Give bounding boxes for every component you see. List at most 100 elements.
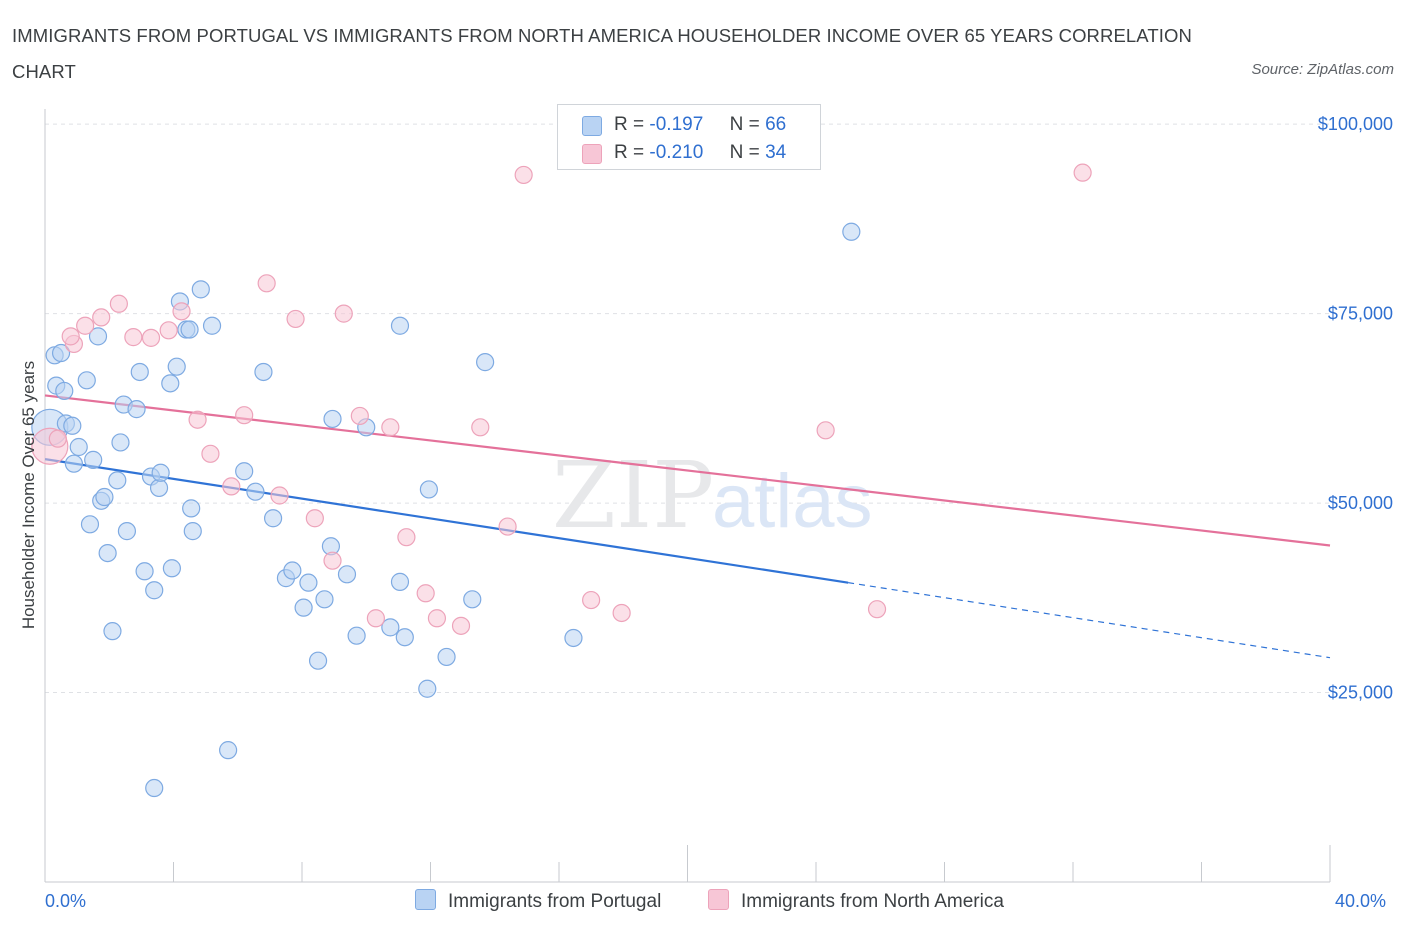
axes (44, 109, 1331, 883)
point-portugal (77, 371, 96, 390)
point-portugal (95, 487, 114, 507)
trend-line-portugal-extension (848, 582, 1331, 659)
point-north-america (188, 410, 207, 429)
point-portugal (283, 561, 302, 580)
point-portugal (117, 522, 137, 541)
point-north-america (350, 406, 369, 426)
point-north-america (270, 486, 289, 505)
point-portugal (564, 628, 583, 648)
point-portugal (64, 454, 84, 473)
point-north-america (427, 609, 447, 628)
point-north-america (141, 328, 161, 347)
point-portugal (84, 450, 103, 469)
point-north-america (257, 274, 276, 293)
point-north-america (286, 309, 305, 329)
point-north-america (235, 406, 254, 425)
point-portugal (111, 433, 130, 452)
series-legend: Immigrants from Portugal Immigrants from… (0, 889, 1406, 917)
point-north-america (471, 418, 490, 437)
point-portugal (419, 480, 438, 499)
data-points (31, 163, 1092, 798)
legend-n-label: N = (729, 114, 760, 135)
y-tick-labels: $100,000 $75,000 $50,000 $25,000 (1318, 114, 1393, 702)
point-portugal (167, 357, 186, 376)
point-portugal (130, 362, 149, 382)
trend-lines (44, 394, 1331, 659)
y-axis-label-wrap: Householder Income Over 65 years (16, 330, 40, 660)
point-north-america (381, 418, 400, 437)
point-portugal (145, 581, 164, 600)
chart-title: IMMIGRANTS FROM PORTUGAL VS IMMIGRANTS F… (12, 25, 1192, 82)
correlation-legend: R = -0.197 N = 66 R = -0.210 N = 34 (557, 104, 821, 170)
point-portugal (476, 353, 495, 372)
y-tick-label: $50,000 (1328, 493, 1393, 513)
legend-n-value: 66 (765, 114, 787, 135)
point-north-america (222, 477, 241, 496)
point-portugal (437, 647, 456, 667)
point-portugal (202, 316, 222, 335)
point-portugal (347, 626, 366, 645)
point-portugal (315, 590, 334, 609)
point-portugal (337, 565, 357, 584)
point-portugal (254, 362, 273, 382)
point-portugal (390, 316, 410, 335)
point-portugal (161, 374, 180, 393)
point-portugal (390, 572, 410, 591)
point-north-america (172, 302, 191, 321)
point-portugal (418, 679, 437, 698)
x-tick-label-min: 0.0% (45, 891, 87, 911)
legend-item-north-america[interactable]: Immigrants from North America (708, 889, 1004, 913)
point-portugal (308, 651, 328, 670)
point-portugal (98, 543, 117, 563)
point-portugal (103, 622, 122, 641)
legend-r-value: -0.197 (649, 114, 704, 135)
legend-swatch-pink (708, 889, 729, 910)
trend-line-north-america (44, 394, 1331, 547)
legend-r-label: R = (614, 114, 645, 135)
point-north-america (76, 316, 95, 335)
point-north-america (159, 321, 178, 340)
point-north-america (61, 327, 80, 346)
point-north-america (1073, 163, 1092, 182)
point-portugal (381, 618, 400, 637)
legend-r-label: R = (614, 142, 645, 163)
y-tick-label: $75,000 (1328, 304, 1393, 324)
legend-swatch-pink (582, 144, 602, 164)
point-north-america (323, 551, 342, 570)
point-portugal (299, 573, 318, 592)
point-portugal (145, 778, 164, 798)
point-portugal (842, 222, 861, 241)
point-portugal (395, 628, 414, 647)
point-portugal (55, 381, 74, 401)
point-portugal (294, 598, 313, 617)
legend-r-value: -0.210 (649, 142, 704, 163)
watermark: ZIP atlas (552, 442, 873, 549)
point-north-america (334, 304, 353, 323)
point-portugal (151, 463, 170, 482)
legend-item-portugal[interactable]: Immigrants from Portugal (415, 889, 661, 913)
point-portugal (180, 320, 199, 339)
legend-swatch-blue (582, 116, 602, 136)
y-tick-label: $25,000 (1328, 683, 1393, 703)
point-north-america (48, 429, 67, 448)
point-north-america (451, 616, 471, 635)
point-portugal (323, 409, 342, 429)
watermark-atlas: atlas (712, 459, 873, 544)
point-portugal (182, 499, 201, 518)
point-north-america (612, 603, 631, 623)
point-north-america (498, 517, 517, 536)
point-north-america (397, 528, 416, 547)
point-portugal (219, 741, 238, 760)
point-north-america (109, 294, 128, 313)
point-portugal (263, 509, 283, 528)
point-portugal (51, 343, 71, 363)
gridlines (45, 123, 1330, 694)
point-portugal (69, 437, 88, 457)
point-portugal (162, 559, 181, 578)
point-north-america (416, 584, 435, 603)
point-portugal (135, 562, 154, 581)
point-portugal (80, 515, 100, 534)
point-portugal (127, 400, 146, 419)
legend-n-value: 34 (765, 142, 787, 163)
point-north-america (867, 600, 887, 619)
